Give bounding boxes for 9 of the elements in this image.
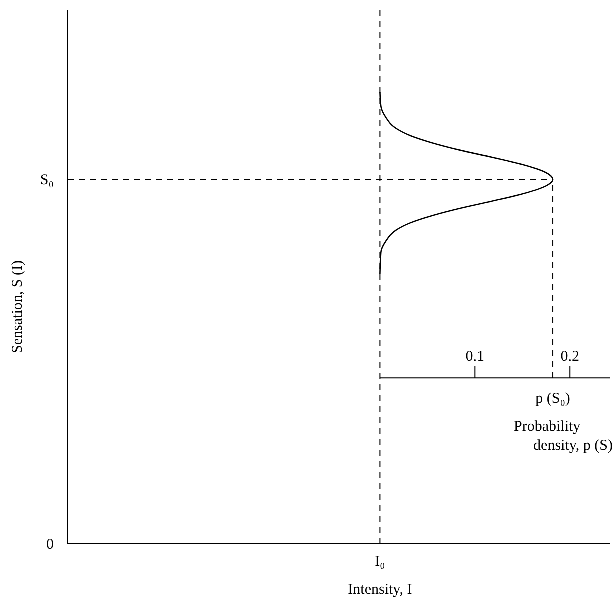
text: 0: [46, 537, 54, 553]
ref-line-label: p (S₀): [536, 391, 570, 408]
ref-line-label: S₀: [40, 172, 54, 189]
x-tick-label: 0.1: [466, 349, 485, 366]
ref-line-label: I₀: [375, 554, 386, 570]
annotation: Probability density, p (S): [514, 419, 613, 454]
x-tick-label: 0.2: [560, 349, 580, 366]
x-axis-title: Intensity, I: [348, 582, 412, 598]
text: Sensation, S (I): [10, 260, 26, 354]
